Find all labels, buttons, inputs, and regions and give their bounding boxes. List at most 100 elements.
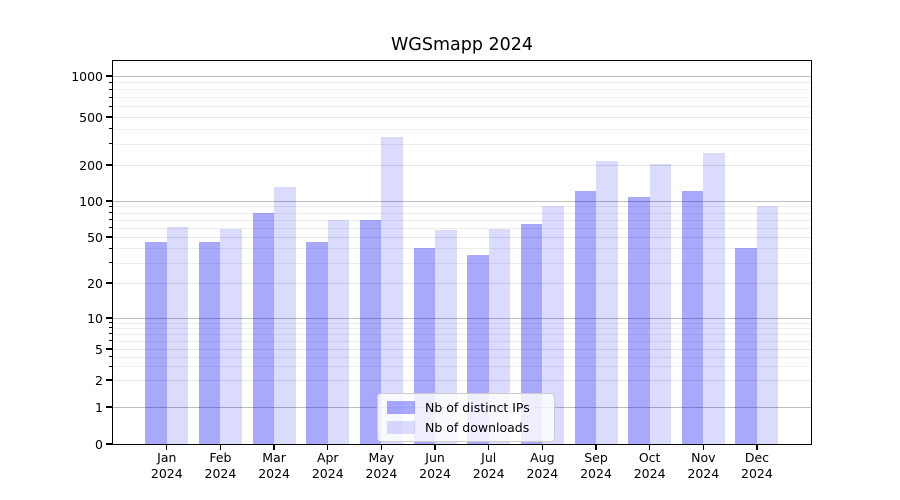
minor-gridline	[113, 340, 811, 342]
minor-gridline	[113, 322, 811, 324]
minor-gridline	[113, 106, 811, 108]
x-tick-label-jun: Jun 2024	[419, 450, 451, 481]
bar-downloads-apr	[327, 219, 350, 444]
legend-label: Nb of downloads	[425, 420, 530, 435]
minor-gridline	[113, 333, 811, 335]
y-minor-tick-mark	[109, 379, 113, 381]
y-tick-label: 500	[79, 109, 103, 125]
legend-item-downloads: Nb of downloads	[387, 420, 545, 435]
x-tick-label-apr: Apr 2024	[311, 450, 344, 481]
bar-downloads-mar	[274, 187, 296, 444]
y-minor-tick-mark	[109, 333, 113, 335]
bar-distinct-ips-mar	[252, 213, 275, 444]
minor-gridline	[113, 117, 811, 118]
minor-gridline	[113, 143, 811, 145]
minor-gridline	[113, 128, 811, 130]
x-tick-mark	[702, 445, 704, 450]
minor-gridline	[113, 219, 811, 221]
legend-swatch-downloads	[387, 421, 415, 434]
x-tick-label-feb: Feb 2024	[204, 450, 237, 481]
major-gridline	[113, 318, 811, 319]
x-tick-label-jul: Jul 2024	[472, 450, 505, 481]
major-gridline	[113, 76, 811, 77]
x-tick-mark	[648, 445, 651, 450]
y-minor-tick-mark	[109, 340, 113, 342]
y-tick-mark	[106, 75, 113, 77]
y-minor-tick-mark	[109, 236, 113, 238]
x-tick-mark	[166, 445, 168, 450]
x-tick-label-dec: Dec 2024	[741, 450, 773, 481]
bar-downloads-nov	[703, 153, 725, 444]
x-tick-label-jan: Jan 2024	[150, 450, 183, 481]
bar-distinct-ips-sep	[574, 190, 596, 444]
major-gridline	[113, 201, 811, 202]
bar-downloads-aug	[542, 206, 564, 444]
minor-gridline	[113, 349, 811, 350]
y-tick-label: 20	[87, 275, 103, 291]
y-minor-tick-mark	[109, 81, 113, 83]
minor-gridline	[113, 165, 811, 166]
minor-gridline	[113, 89, 811, 91]
minor-gridline	[113, 212, 811, 214]
minor-gridline	[113, 227, 811, 229]
y-minor-tick-mark	[109, 262, 113, 264]
y-minor-tick-mark	[109, 116, 113, 118]
y-minor-tick-mark	[109, 282, 113, 284]
y-tick-label: 200	[79, 157, 103, 173]
x-tick-label-nov: Nov 2024	[687, 450, 720, 481]
bar-distinct-ips-dec	[735, 248, 757, 444]
y-minor-tick-mark	[109, 105, 113, 107]
chart-title: WGSmapp 2024	[390, 35, 534, 55]
x-tick-mark	[541, 445, 544, 450]
bar-distinct-ips-feb	[198, 242, 221, 444]
minor-gridline	[113, 248, 811, 250]
y-minor-tick-mark	[109, 128, 113, 130]
legend: Nb of distinct IPs Nb of downloads	[377, 393, 555, 442]
y-tick-mark	[106, 317, 113, 319]
bar-distinct-ips-aug	[520, 224, 543, 444]
y-minor-tick-mark	[109, 88, 113, 90]
x-tick-mark	[434, 445, 436, 450]
y-tick-label: 5	[95, 341, 103, 357]
y-minor-tick-mark	[109, 365, 113, 367]
y-minor-tick-mark	[109, 327, 113, 329]
bar-distinct-ips-apr	[306, 242, 328, 444]
x-tick-label-oct: Oct 2024	[633, 450, 666, 481]
legend-item-distinct-ips: Nb of distinct IPs	[387, 400, 545, 415]
y-minor-tick-mark	[109, 322, 113, 324]
bar-downloads-jun	[435, 230, 457, 444]
minor-gridline	[113, 366, 811, 368]
y-tick-label: 100	[79, 193, 103, 209]
y-minor-tick-mark	[109, 219, 113, 221]
y-minor-tick-mark	[109, 348, 113, 350]
minor-gridline	[113, 262, 811, 264]
minor-gridline	[113, 237, 811, 238]
y-minor-tick-mark	[109, 96, 113, 98]
bar-distinct-ips-oct	[628, 197, 650, 444]
bar-downloads-oct	[649, 163, 672, 444]
bar-downloads-feb	[220, 229, 242, 444]
x-tick-label-mar: Mar 2024	[258, 450, 290, 481]
minor-gridline	[113, 356, 811, 358]
y-tick-mark	[106, 200, 113, 202]
x-tick-label-aug: Aug 2024	[526, 450, 559, 481]
y-tick-label: 1	[95, 399, 103, 415]
bar-downloads-sep	[596, 161, 618, 444]
x-tick-label-may: May 2024	[365, 450, 398, 481]
legend-swatch-distinct-ips	[387, 401, 415, 414]
bar-downloads-dec	[756, 206, 779, 444]
y-tick-label: 10	[87, 310, 103, 326]
y-tick-label: 2	[95, 372, 103, 388]
y-minor-tick-mark	[109, 227, 113, 229]
y-tick-mark	[106, 443, 113, 445]
y-minor-tick-mark	[109, 143, 113, 145]
legend-label: Nb of distinct IPs	[425, 400, 530, 415]
x-tick-mark	[488, 445, 490, 450]
minor-gridline	[113, 82, 811, 84]
bar-distinct-ips-nov	[681, 190, 704, 444]
y-tick-label: 50	[87, 229, 103, 245]
x-tick-mark	[327, 445, 329, 450]
x-tick-mark	[219, 445, 222, 450]
y-tick-mark	[106, 406, 113, 408]
